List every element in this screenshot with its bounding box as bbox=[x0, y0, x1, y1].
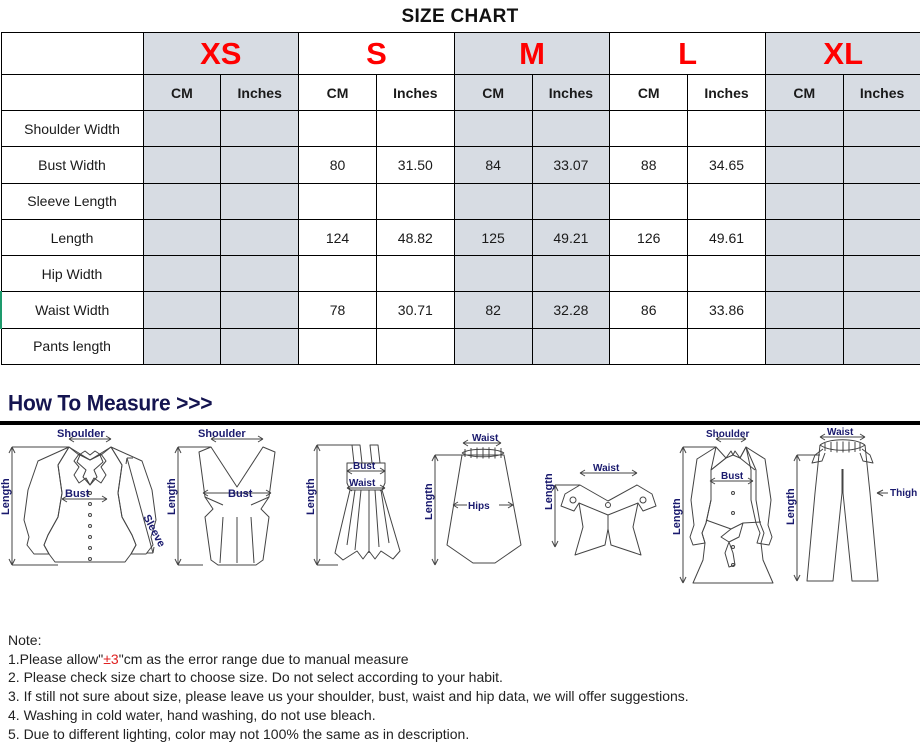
svg-text:Length: Length bbox=[673, 498, 683, 535]
svg-text:Length: Length bbox=[305, 478, 317, 515]
svg-text:Shoulder: Shoulder bbox=[57, 428, 105, 440]
svg-text:Length: Length bbox=[425, 483, 435, 520]
svg-text:Waist: Waist bbox=[349, 478, 376, 489]
svg-text:Length: Length bbox=[0, 478, 12, 515]
svg-text:Length: Length bbox=[785, 488, 797, 525]
svg-text:Bust: Bust bbox=[353, 461, 376, 472]
svg-text:Shoulder: Shoulder bbox=[706, 429, 749, 440]
svg-text:Thigh: Thigh bbox=[890, 488, 917, 499]
svg-text:Length: Length bbox=[545, 473, 555, 510]
svg-text:Length: Length bbox=[166, 478, 178, 515]
svg-text:Waist: Waist bbox=[593, 463, 620, 474]
svg-text:Hips: Hips bbox=[468, 501, 490, 512]
svg-text:Waist: Waist bbox=[472, 433, 499, 444]
svg-text:Bust: Bust bbox=[228, 488, 253, 500]
svg-text:Bust: Bust bbox=[65, 488, 90, 500]
svg-text:Bust: Bust bbox=[721, 471, 744, 482]
svg-text:Shoulder: Shoulder bbox=[198, 428, 246, 440]
svg-text:Waist: Waist bbox=[827, 427, 854, 438]
